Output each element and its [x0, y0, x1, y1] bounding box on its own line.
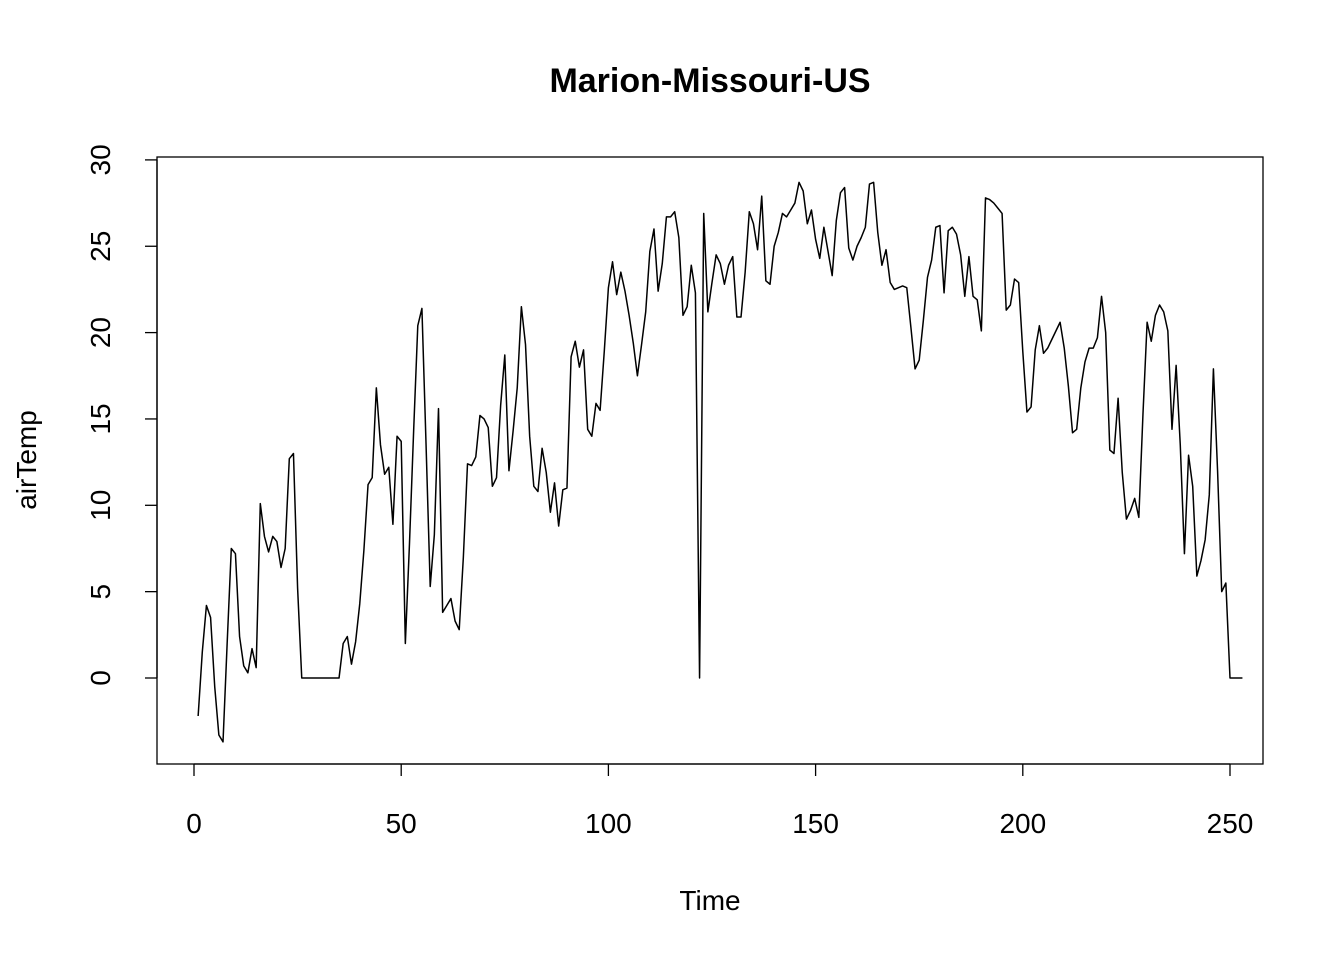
y-tick-label: 0 [85, 670, 116, 686]
x-tick-label: 100 [585, 808, 632, 839]
chart-title: Marion-Missouri-US [549, 62, 870, 100]
plot-frame [156, 156, 1264, 765]
y-axis: 0 5 10 15 20 25 30 [85, 144, 158, 686]
y-tick-label: 5 [85, 584, 116, 600]
y-tick-label: 25 [85, 231, 116, 262]
x-axis-label: Time [679, 885, 740, 916]
series-line [197, 181, 1243, 743]
y-tick-label: 15 [85, 403, 116, 434]
x-tick-label: 250 [1207, 808, 1254, 839]
x-axis: 0 50 100 150 200 250 [186, 763, 1254, 839]
x-tick-label: 0 [186, 808, 202, 839]
y-tick-label: 20 [85, 317, 116, 348]
x-tick-label: 150 [792, 808, 839, 839]
y-tick-label: 30 [85, 144, 116, 175]
x-tick-label: 200 [999, 808, 1046, 839]
y-tick-label: 10 [85, 490, 116, 521]
y-axis-label: airTemp [11, 410, 42, 510]
x-tick-label: 50 [386, 808, 417, 839]
